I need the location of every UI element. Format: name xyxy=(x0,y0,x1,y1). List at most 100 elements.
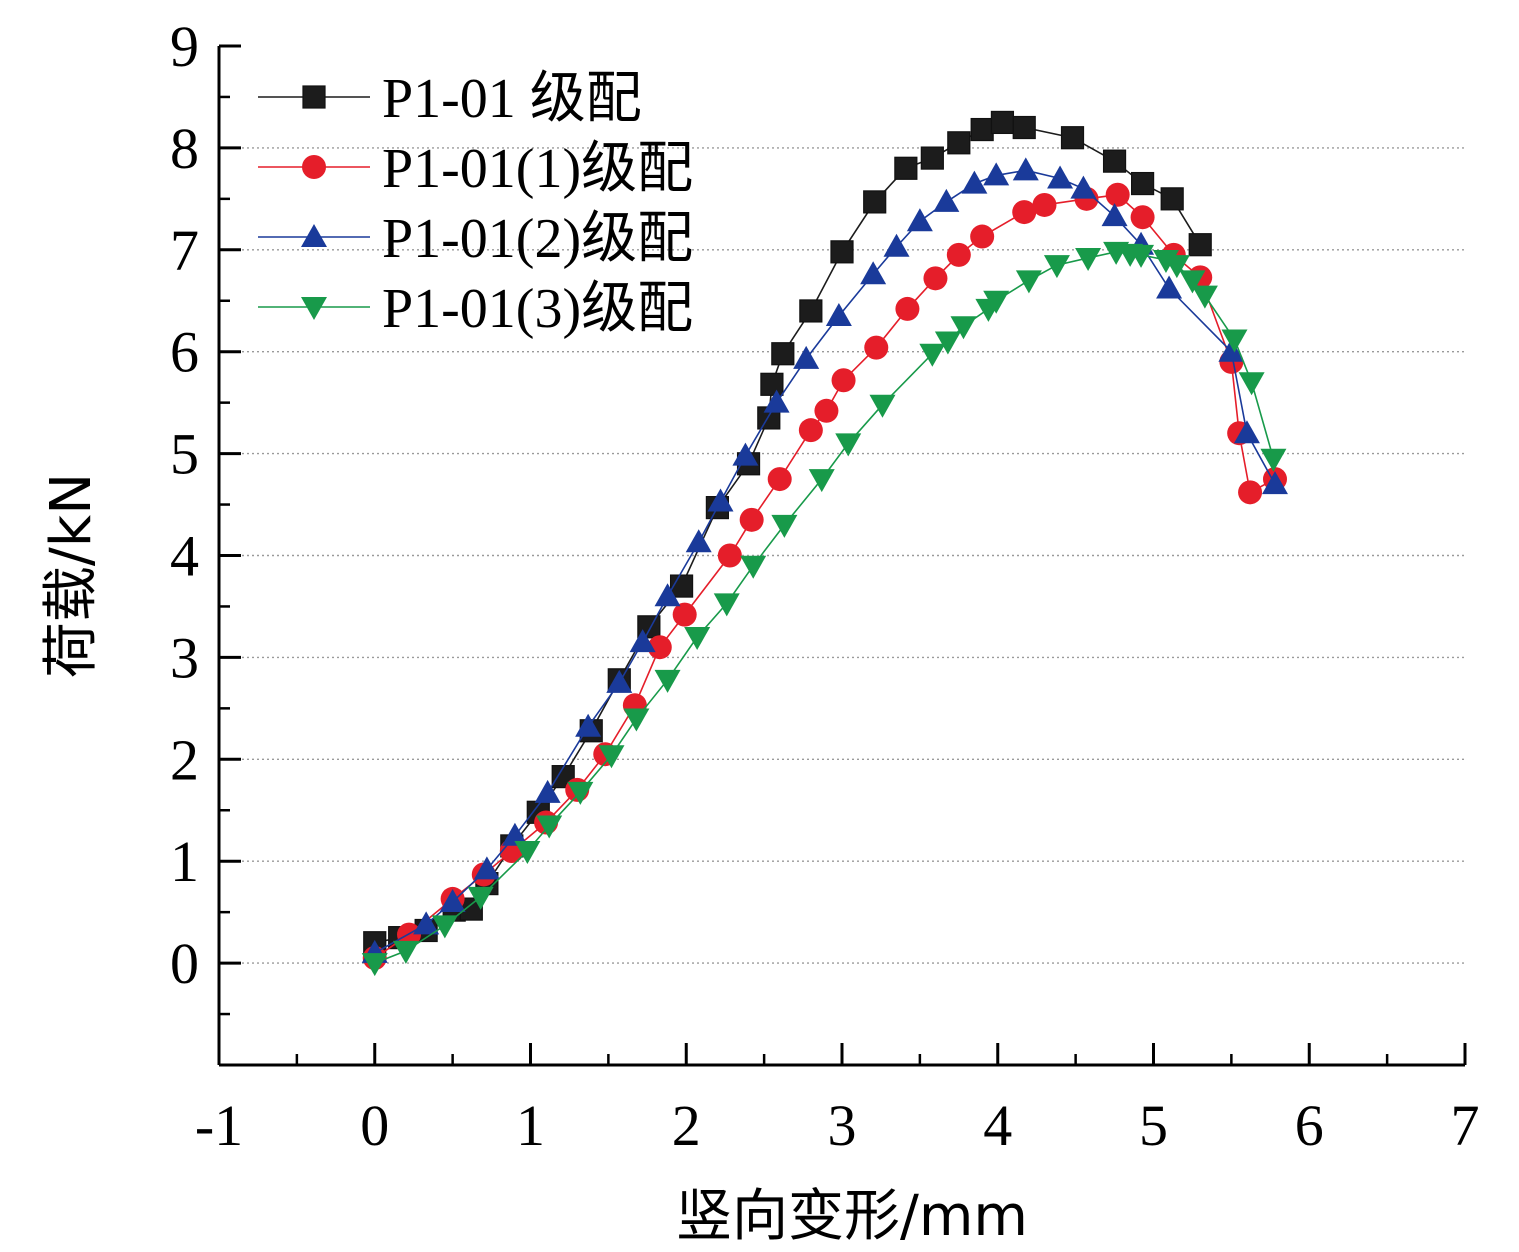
x-tick-label--1: -1 xyxy=(195,1093,243,1158)
legend-label: P1-01 级配 xyxy=(382,68,642,130)
y-axis-title: 荷载/kN xyxy=(39,473,104,678)
series-2-point xyxy=(923,266,948,291)
series-4-point xyxy=(1191,285,1218,309)
series-4-point xyxy=(1238,372,1265,396)
series-3-point xyxy=(534,779,561,803)
series-4-point xyxy=(1075,247,1102,271)
series-2-point xyxy=(1238,480,1263,505)
series-4-point xyxy=(1179,270,1206,294)
legend-label: P1-01(2)级配 xyxy=(382,208,693,270)
series-4-point xyxy=(1163,255,1190,279)
series-2-point xyxy=(946,242,971,267)
series-2-point xyxy=(814,398,839,423)
series-4-point xyxy=(950,316,977,340)
series-1-point xyxy=(1160,187,1184,211)
x-axis-title: 竖向变形/mm xyxy=(676,1184,1028,1249)
series-1-point xyxy=(863,190,887,214)
series-4-point xyxy=(467,886,494,910)
ticks: 0 1 2 3 4 5 6 7 8 9 -1 0 1 2 3 4 5 6 7 xyxy=(170,14,1480,1158)
series-3 xyxy=(361,157,1288,963)
series-4-point xyxy=(808,469,835,493)
legend-label: P1-01(1)级配 xyxy=(382,138,693,200)
series-2-point xyxy=(1105,182,1130,207)
series-2-point xyxy=(798,418,823,443)
x-tick-label-1: 1 xyxy=(516,1093,545,1158)
y-tick-label-9: 9 xyxy=(170,14,199,79)
series-2-point xyxy=(864,335,889,360)
series-3-point xyxy=(1012,157,1039,181)
x-tick-label-6: 6 xyxy=(1295,1093,1324,1158)
series-2-point xyxy=(717,543,742,568)
series-3-point xyxy=(883,233,910,257)
x-tick-label-7: 7 xyxy=(1451,1093,1480,1158)
series-2-point xyxy=(831,368,856,393)
y-tick-label-2: 2 xyxy=(170,727,199,792)
legend-item-1: P1-01 级配 xyxy=(258,68,642,130)
series-1-point xyxy=(760,372,784,396)
y-tick-label-1: 1 xyxy=(170,829,199,894)
series-3-point xyxy=(983,162,1010,186)
series-1-point xyxy=(1188,233,1212,257)
series-3-point xyxy=(654,583,681,607)
series-2-point xyxy=(1012,200,1037,225)
series-3-point xyxy=(906,208,933,232)
series-3-point xyxy=(413,911,440,935)
legend-marker xyxy=(302,155,326,179)
legend-item-3: P1-01(2)级配 xyxy=(258,208,693,270)
series-3-point xyxy=(933,188,960,212)
series-4-point xyxy=(1221,329,1248,353)
series-4-point xyxy=(919,343,946,367)
series-3-point xyxy=(763,389,790,413)
series-4-point xyxy=(869,394,896,418)
x-tick-label-5: 5 xyxy=(1139,1093,1168,1158)
series-3-point xyxy=(575,713,602,737)
y-tick-label-5: 5 xyxy=(170,422,199,487)
series-3-point xyxy=(473,856,500,880)
series-4-point xyxy=(740,555,767,579)
legend-marker xyxy=(301,297,327,320)
legend-marker xyxy=(301,224,327,247)
series-4-point xyxy=(598,745,625,769)
series-3-point xyxy=(501,822,528,846)
y-tick-label-4: 4 xyxy=(170,524,199,589)
series-3-point xyxy=(1101,203,1128,227)
series-3-point xyxy=(793,345,820,369)
legend-marker xyxy=(302,85,326,109)
x-tick-label-4: 4 xyxy=(983,1093,1012,1158)
series-4-point xyxy=(392,940,419,964)
legend-item-4: P1-01(3)级配 xyxy=(258,278,693,340)
series-2-point xyxy=(672,602,697,627)
legend: P1-01 级配 P1-01(1)级配 P1-01(2)级配 P1-01(3)级配 xyxy=(258,68,693,340)
series-2-point xyxy=(1032,192,1057,217)
series-4-point xyxy=(1260,448,1287,472)
series-4-point xyxy=(1043,255,1070,279)
series-group xyxy=(361,110,1288,977)
y-tick-label-7: 7 xyxy=(170,218,199,283)
series-1-point xyxy=(1130,171,1155,196)
y-tick-label-3: 3 xyxy=(170,625,199,690)
series-4-point xyxy=(361,953,388,977)
series-2-point xyxy=(1130,205,1155,230)
series-2-point xyxy=(767,467,792,492)
series-3-point xyxy=(732,442,759,466)
x-tick-label-0: 0 xyxy=(360,1093,389,1158)
x-tick-label-3: 3 xyxy=(828,1093,857,1158)
grid-lines xyxy=(222,147,1465,964)
series-1-point xyxy=(1060,126,1085,150)
series-2-point xyxy=(647,635,672,660)
series-3-point xyxy=(707,488,734,512)
series-1-point xyxy=(970,117,994,142)
y-tick-label-8: 8 xyxy=(170,116,199,181)
series-1-point xyxy=(947,131,971,155)
series-3-point xyxy=(685,529,712,553)
y-tick-label-0: 0 xyxy=(170,931,199,996)
series-1-point xyxy=(920,146,944,170)
x-tick-label-2: 2 xyxy=(672,1093,701,1158)
series-1-point xyxy=(1102,149,1127,173)
legend-label: P1-01(3)级配 xyxy=(382,278,693,340)
series-3-point xyxy=(860,261,887,285)
series-4-point xyxy=(536,815,563,839)
series-3-point xyxy=(1218,338,1245,362)
